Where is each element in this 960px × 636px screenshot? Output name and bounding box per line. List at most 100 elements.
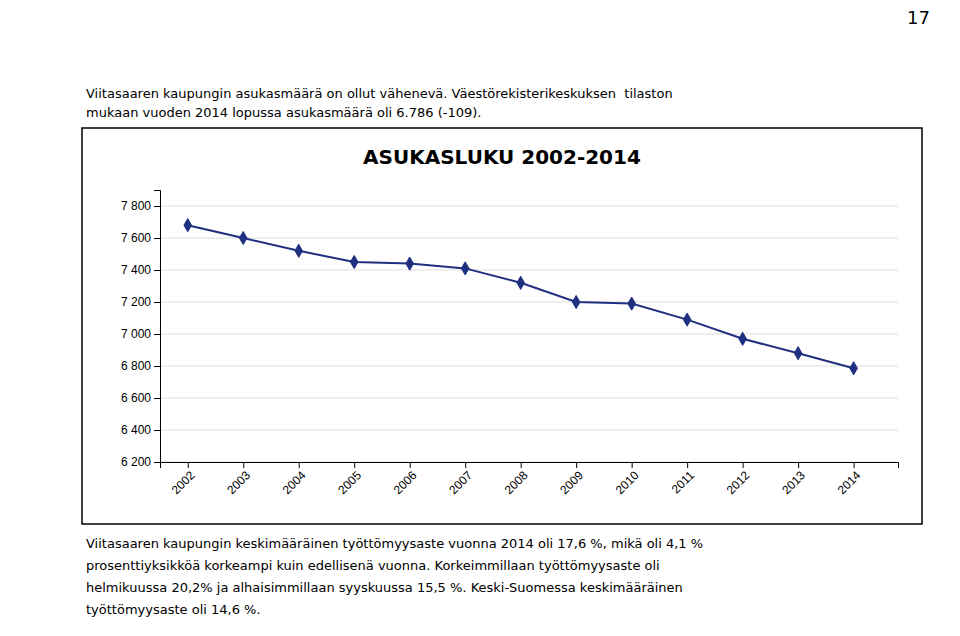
- marker: [295, 244, 303, 257]
- grid-line: [160, 302, 898, 303]
- x-tick: 2010: [613, 462, 642, 497]
- grid-line: [160, 270, 898, 271]
- marks: [184, 219, 857, 375]
- x-tick-mark: [687, 462, 688, 468]
- y-tick-mark: [154, 366, 160, 367]
- grid-line: [160, 398, 898, 399]
- grid-line: [160, 334, 898, 335]
- y-axis-line: [154, 191, 161, 463]
- x-tick: 2011: [669, 462, 697, 496]
- y-tick-label: 6 800: [121, 359, 151, 373]
- marker: [794, 347, 802, 360]
- x-tick: 2005: [335, 462, 364, 497]
- x-tick-label: 2003: [224, 468, 253, 497]
- y-tick-label: 7 000: [121, 327, 151, 341]
- y-tick-label: 6 400: [121, 423, 151, 437]
- y-tick-label: 7 400: [121, 263, 151, 277]
- x-tick-label: 2008: [502, 468, 531, 497]
- marker: [739, 332, 747, 345]
- x-tick-label: 2014: [835, 468, 864, 497]
- grid-line: [160, 430, 898, 431]
- x-tick-mark: [576, 462, 577, 468]
- marker: [406, 257, 414, 270]
- grid-line: [160, 206, 898, 207]
- y-tick-mark: [154, 334, 160, 335]
- x-tick: 2002: [169, 462, 198, 497]
- y-tick-mark: [154, 398, 160, 399]
- y-axis: 6 200 6 400 6 600 6 800 7 000 7 200 7 400 7 600…: [121, 191, 161, 470]
- chart-title: ASUKASLUKU 2002-2014: [363, 145, 641, 169]
- x-tick-mark: [632, 462, 633, 468]
- x-tick-mark: [743, 462, 744, 468]
- y-tick: 7 000: [121, 327, 160, 341]
- grid-line: [160, 238, 898, 239]
- x-tick: 2013: [779, 462, 808, 497]
- y-tick-mark: [154, 238, 160, 239]
- x-tick-label: 2010: [613, 468, 642, 497]
- y-tick: 6 400: [121, 423, 160, 437]
- y-tick-mark: [154, 206, 160, 207]
- y-tick-mark: [154, 430, 160, 431]
- y-tick-label: 6 200: [121, 455, 151, 469]
- grid-line: [160, 366, 898, 367]
- y-tick: 6 600: [121, 391, 160, 405]
- marker: [239, 231, 247, 244]
- x-tick-label: 2009: [557, 468, 586, 497]
- marker: [628, 297, 636, 310]
- x-tick-mark: [521, 462, 522, 468]
- y-tick: 7 600: [121, 231, 160, 245]
- x-tick-label: 2005: [335, 468, 364, 497]
- y-tick-label: 7 200: [121, 295, 151, 309]
- x-tick: 2006: [391, 462, 420, 497]
- y-tick-mark: [154, 270, 160, 271]
- x-tick: 2014: [835, 462, 864, 497]
- y-tick: 6 800: [121, 359, 160, 373]
- x-tick-label: 2007: [446, 468, 475, 497]
- x-tick-mark: [299, 462, 300, 468]
- chart-border: [82, 128, 922, 524]
- line: [188, 225, 854, 368]
- header-text: mukaan vuoden 2014 lopussa asukasmäärä o…: [86, 105, 481, 120]
- x-axis-line: [161, 463, 899, 469]
- x-tick: 2004: [280, 462, 309, 497]
- x-tick: 2003: [224, 462, 253, 497]
- marker: [184, 219, 192, 232]
- x-tick-label: 2012: [724, 468, 753, 497]
- marker: [517, 276, 525, 289]
- x-tick-mark: [188, 462, 189, 468]
- y-tick: 6 200: [121, 455, 160, 469]
- footer-text: prosenttiyksikköä korkeampi kuin edellis…: [86, 558, 660, 573]
- marker: [461, 262, 469, 275]
- y-tick: 7 400: [121, 263, 160, 277]
- x-tick-mark: [465, 462, 466, 468]
- x-tick: 2012: [724, 462, 753, 497]
- x-tick-mark: [354, 462, 355, 468]
- x-tick-mark: [798, 462, 799, 468]
- y-tick-mark: [154, 302, 160, 303]
- y-tick: 7 200: [121, 295, 160, 309]
- x-tick-label: 2002: [169, 468, 198, 497]
- x-tick-label: 2011: [669, 468, 697, 496]
- footer-text: helmikuussa 20,2% ja alhaisimmillaan syy…: [86, 580, 683, 595]
- header-text: Viitasaaren kaupungin asukasmäärä on oll…: [86, 86, 673, 101]
- marker: [572, 295, 580, 308]
- y-tick-mark: [154, 462, 160, 463]
- x-tick-label: 2006: [391, 468, 420, 497]
- grid: [160, 206, 898, 462]
- y-tick-label: 6 600: [121, 391, 151, 405]
- x-axis: 2002 2003 2004 2005 2006 2007 2008 2009 2010 2011…: [161, 462, 899, 497]
- plot-area: 6 200 6 400 6 600 6 800 7 000 7 200 7 400 7 600…: [121, 191, 899, 498]
- footer-text: työttömyysaste oli 14,6 %.: [86, 602, 261, 617]
- x-tick: 2009: [557, 462, 586, 497]
- y-tick: 7 800: [121, 199, 160, 213]
- x-tick-label: 2013: [779, 468, 808, 497]
- footer-text: Viitasaaren kaupungin keskimääräinen työ…: [86, 536, 703, 551]
- y-tick-label: 7 600: [121, 231, 151, 245]
- x-tick-mark: [854, 462, 855, 468]
- marker: [850, 362, 858, 375]
- x-tick: 2008: [502, 462, 531, 497]
- marker: [350, 255, 358, 268]
- y-tick-label: 7 800: [121, 199, 151, 213]
- page-number: 17: [907, 7, 930, 28]
- x-tick-mark: [243, 462, 244, 468]
